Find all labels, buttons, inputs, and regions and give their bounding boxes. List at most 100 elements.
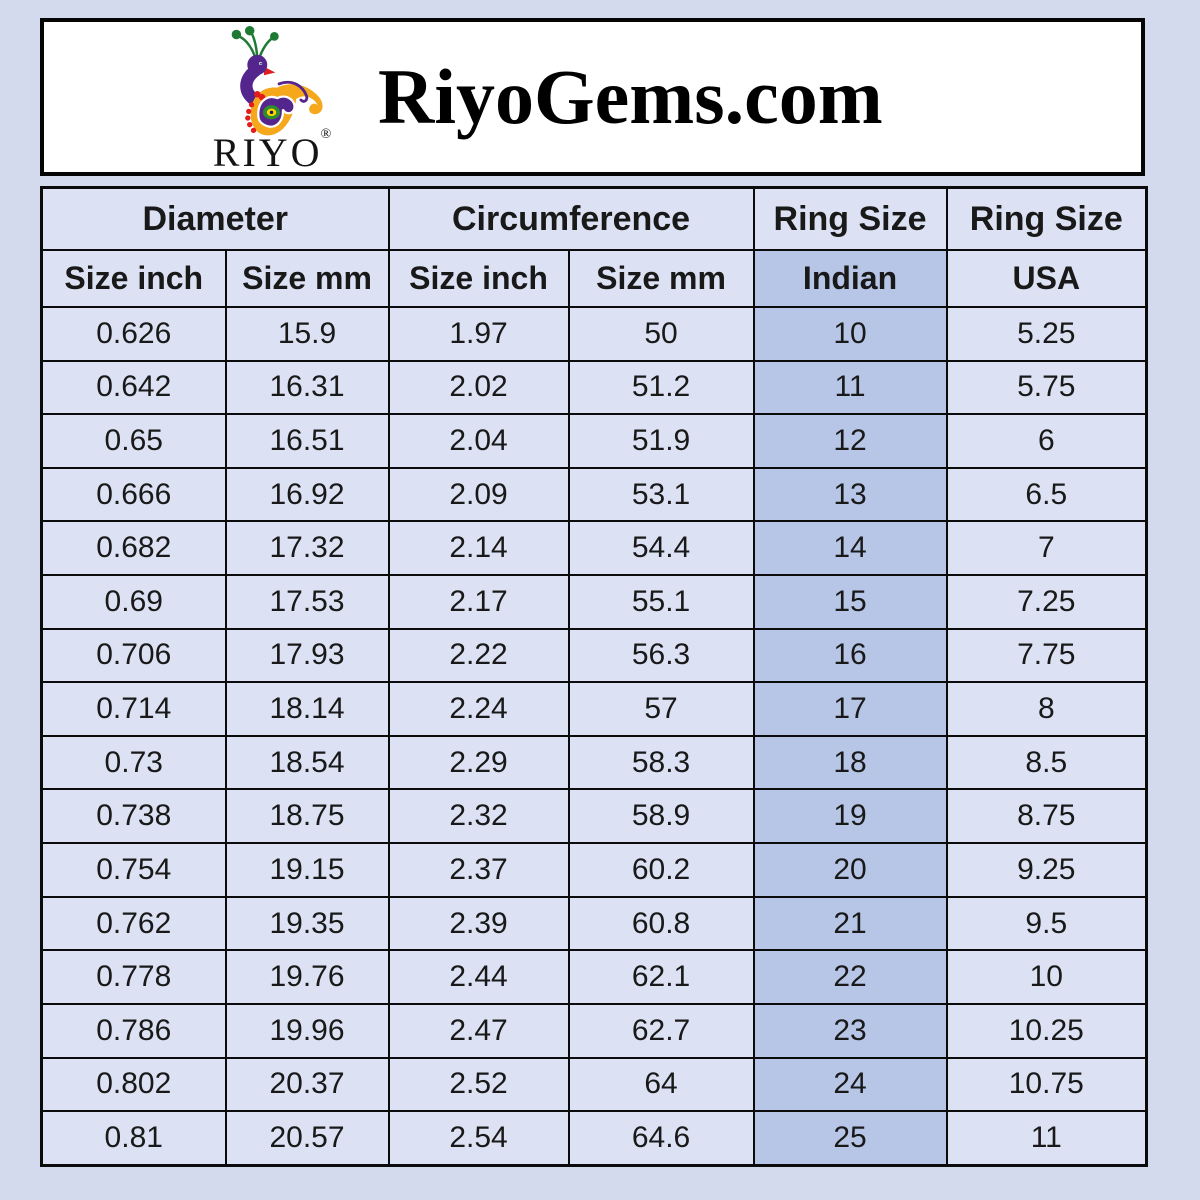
site-title: RiyoGems.com [378,53,883,140]
usa-size-cell: 10.75 [945,1056,1148,1113]
brand-name: RIYO® [212,126,332,175]
indian-size-cell: 14 [752,520,948,577]
diameter-mm-cell: 17.93 [224,627,390,684]
diameter-inch-cell: 0.642 [40,359,227,416]
indian-size-cell: 23 [752,1002,948,1059]
indian-size-cell: 25 [752,1110,948,1167]
usa-size-cell: 7.25 [945,574,1148,630]
diameter-inch-cell: 0.69 [40,574,227,630]
group-header-row: Diameter Circumference Ring Size Ring Si… [40,186,1148,251]
diameter-inch-cell: 0.73 [40,734,227,791]
indian-size-cell: 11 [752,359,948,416]
diameter-mm-cell: 17.32 [224,520,390,577]
usa-size-cell: 8.75 [945,788,1148,845]
table-row: 0.626 15.9 1.97 50 10 5.25 [40,306,1148,362]
circumference-mm-cell: 64.6 [567,1110,755,1167]
usa-size-cell: 9.25 [945,842,1148,898]
circumference-mm-cell: 55.1 [567,574,755,630]
indian-size-cell: 17 [752,681,948,737]
circumference-mm-cell: 60.8 [567,895,755,952]
circumference-inch-cell: 1.97 [387,306,570,362]
table-row: 0.738 18.75 2.32 58.9 19 8.75 [40,788,1148,845]
table-row: 0.714 18.14 2.24 57 17 8 [40,681,1148,737]
circumference-inch-cell: 2.14 [387,520,570,577]
table-row: 0.682 17.32 2.14 54.4 14 7 [40,520,1148,577]
usa-size-cell: 11 [945,1110,1148,1167]
diameter-inch-cell: 0.738 [40,788,227,845]
table-row: 0.786 19.96 2.47 62.7 23 10.25 [40,1002,1148,1059]
column-header-usa: USA [945,249,1148,308]
diameter-mm-cell: 17.53 [224,574,390,630]
circumference-inch-cell: 2.24 [387,681,570,737]
indian-size-cell: 13 [752,466,948,523]
diameter-inch-cell: 0.706 [40,627,227,684]
table-row: 0.778 19.76 2.44 62.1 22 10 [40,949,1148,1005]
diameter-inch-cell: 0.754 [40,842,227,898]
diameter-mm-cell: 18.75 [224,788,390,845]
riyo-logo: RIYO® [192,25,352,175]
circumference-mm-cell: 53.1 [567,466,755,523]
circumference-mm-cell: 50 [567,306,755,362]
usa-size-cell: 7 [945,520,1148,577]
circumference-inch-cell: 2.09 [387,466,570,523]
usa-size-cell: 8.5 [945,734,1148,791]
circumference-inch-cell: 2.37 [387,842,570,898]
circumference-inch-cell: 2.04 [387,413,570,469]
circumference-mm-cell: 51.9 [567,413,755,469]
header-banner: RIYO® RiyoGems.com [40,18,1145,176]
diameter-mm-cell: 16.92 [224,466,390,523]
table-row: 0.69 17.53 2.17 55.1 15 7.25 [40,574,1148,630]
column-header-circumference-mm: Size mm [567,249,755,308]
indian-size-cell: 20 [752,842,948,898]
column-header-diameter-mm: Size mm [224,249,390,308]
peacock-logo-icon [231,25,323,135]
table-row: 0.73 18.54 2.29 58.3 18 8.5 [40,734,1148,791]
table-row: 0.666 16.92 2.09 53.1 13 6.5 [40,466,1148,523]
table-row: 0.802 20.37 2.52 64 24 10.75 [40,1056,1148,1113]
usa-size-cell: 5.75 [945,359,1148,416]
usa-size-cell: 5.25 [945,306,1148,362]
circumference-inch-cell: 2.52 [387,1056,570,1113]
table-row: 0.81 20.57 2.54 64.6 25 11 [40,1110,1148,1167]
circumference-inch-cell: 2.32 [387,788,570,845]
column-header-circumference-inch: Size inch [387,249,570,308]
usa-size-cell: 9.5 [945,895,1148,952]
table-row: 0.642 16.31 2.02 51.2 11 5.75 [40,359,1148,416]
diameter-mm-cell: 19.76 [224,949,390,1005]
circumference-mm-cell: 62.1 [567,949,755,1005]
indian-size-cell: 12 [752,413,948,469]
usa-size-cell: 10.25 [945,1002,1148,1059]
column-header-indian: Indian [752,249,948,308]
circumference-inch-cell: 2.44 [387,949,570,1005]
column-group-ring-size-indian: Ring Size [752,186,948,251]
circumference-mm-cell: 60.2 [567,842,755,898]
circumference-inch-cell: 2.22 [387,627,570,684]
diameter-inch-cell: 0.786 [40,1002,227,1059]
registered-mark: ® [320,126,332,142]
diameter-inch-cell: 0.666 [40,466,227,523]
diameter-mm-cell: 20.37 [224,1056,390,1113]
circumference-mm-cell: 51.2 [567,359,755,416]
diameter-mm-cell: 19.15 [224,842,390,898]
table-row: 0.706 17.93 2.22 56.3 16 7.75 [40,627,1148,684]
usa-size-cell: 6.5 [945,466,1148,523]
diameter-mm-cell: 16.51 [224,413,390,469]
table-row: 0.754 19.15 2.37 60.2 20 9.25 [40,842,1148,898]
sub-header-row: Size inch Size mm Size inch Size mm Indi… [40,249,1148,308]
diameter-inch-cell: 0.682 [40,520,227,577]
diameter-mm-cell: 20.57 [224,1110,390,1167]
circumference-inch-cell: 2.17 [387,574,570,630]
indian-size-cell: 19 [752,788,948,845]
circumference-mm-cell: 58.3 [567,734,755,791]
ring-size-table: Diameter Circumference Ring Size Ring Si… [40,186,1149,1167]
usa-size-cell: 10 [945,949,1148,1005]
circumference-inch-cell: 2.02 [387,359,570,416]
column-group-diameter: Diameter [40,186,390,251]
indian-size-cell: 24 [752,1056,948,1113]
diameter-inch-cell: 0.778 [40,949,227,1005]
circumference-inch-cell: 2.39 [387,895,570,952]
diameter-mm-cell: 15.9 [224,306,390,362]
diameter-mm-cell: 16.31 [224,359,390,416]
circumference-mm-cell: 62.7 [567,1002,755,1059]
indian-size-cell: 16 [752,627,948,684]
